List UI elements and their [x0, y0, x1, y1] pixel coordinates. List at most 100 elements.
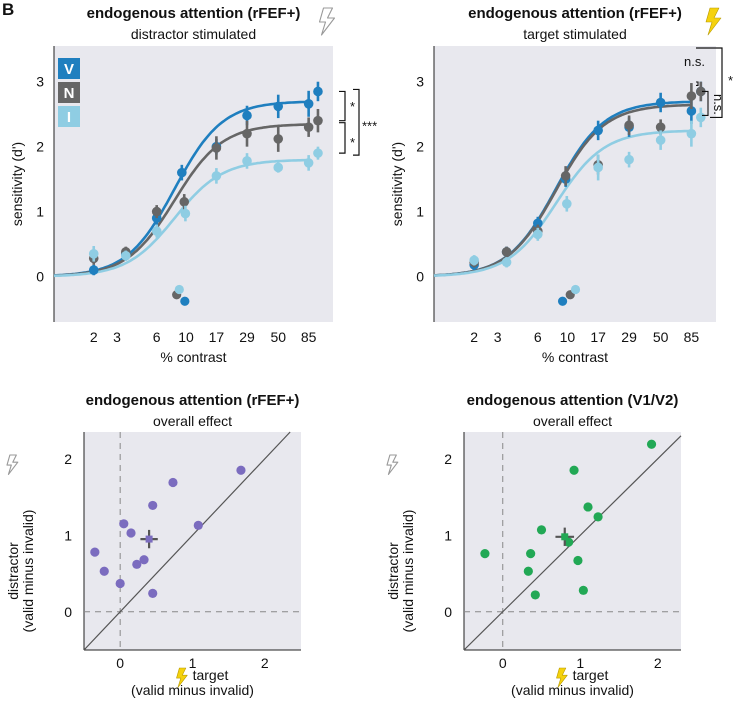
y-tick-label: 1: [36, 204, 44, 220]
scatter-point: [530, 590, 540, 600]
scatter-point: [578, 585, 588, 595]
y-axis-label: sensitivity (d'): [9, 142, 25, 226]
legend-swatch-N: [58, 82, 80, 103]
data-point-N: [655, 122, 666, 132]
data-point-I: [624, 154, 634, 165]
data-point-I: [655, 135, 666, 145]
data-point-N: [242, 128, 252, 139]
data-point-N: [501, 247, 512, 257]
sig-label-v-i: *: [728, 73, 733, 88]
scatter-point: [573, 555, 583, 566]
target-bolt-icon: [176, 667, 188, 688]
chart-title: endogenous attention (rFEF+): [87, 5, 301, 22]
x-axis-label: % contrast: [160, 349, 226, 365]
y-tick-label: 0: [64, 604, 72, 620]
data-point-I: [562, 199, 572, 209]
data-point-N: [211, 143, 222, 153]
x-tick-label: 2: [470, 329, 478, 345]
x-tick-label: 1: [189, 655, 197, 671]
data-point-V: [533, 218, 543, 229]
line-panel-2: endogenous attention (rFEF+) target stimu…: [389, 5, 733, 365]
data-point-V: [273, 101, 284, 112]
x-tick-label: 0: [116, 655, 124, 671]
data-point-N: [560, 171, 571, 181]
legend-swatch-V: [58, 58, 80, 79]
sig-bracket-v-i: [353, 88, 360, 156]
legend-label-N: N: [64, 85, 75, 102]
x-tick-label: 17: [209, 329, 225, 345]
y-tick-label: 0: [444, 604, 452, 620]
y-axis-sublabel: (valid minus invalid): [20, 510, 36, 633]
legend-label-V: V: [64, 61, 74, 78]
y-axis-label: distractor: [385, 542, 401, 600]
scatter-point: [593, 512, 603, 522]
scatter-point: [115, 578, 125, 589]
mean-marker: [561, 533, 569, 541]
plot-background: [84, 432, 301, 650]
x-tick-label: 2: [654, 655, 662, 671]
data-point-V: [177, 167, 187, 178]
data-point-V: [88, 265, 99, 275]
scatter-point: [480, 549, 490, 559]
sig-bracket-n-i: [702, 90, 709, 116]
sig-bracket-v-n: [339, 90, 346, 122]
fit-curve-I: [433, 129, 692, 277]
floor-point-I: [174, 284, 184, 295]
floor-point-V: [180, 296, 190, 306]
data-point-I: [211, 171, 222, 181]
scatter-point: [526, 549, 536, 559]
scatter-point: [569, 465, 579, 475]
x-tick-label: 10: [560, 329, 576, 345]
floor-point-V: [557, 296, 568, 306]
scatter-point: [148, 500, 158, 511]
x-axis-sublabel: (valid minus invalid): [511, 682, 634, 698]
data-point-N: [273, 134, 284, 144]
data-point-I: [180, 208, 191, 219]
sig-label-v-n: *: [350, 99, 355, 114]
data-point-I: [273, 162, 284, 173]
y-tick-label: 2: [64, 451, 72, 467]
sig-label-v-i: ***: [362, 118, 377, 133]
scatter-point: [583, 502, 593, 512]
scatter-point: [536, 525, 547, 535]
stimulation-bolt-icon: [705, 7, 722, 36]
y-axis-label: distractor: [5, 542, 21, 600]
stimulation-bolt-icon: [318, 7, 336, 36]
data-point-N: [696, 86, 706, 97]
x-axis-label: % contrast: [542, 349, 608, 365]
sig-label-n-i: *: [350, 135, 355, 150]
plot-background: [54, 46, 333, 322]
plot-background: [434, 46, 716, 322]
sig-label-v-n: n.s.: [684, 54, 705, 69]
data-point-N: [179, 197, 190, 207]
data-point-I: [469, 255, 479, 266]
sig-label-n-i: n.s.: [711, 94, 726, 115]
y-tick-label: 0: [36, 269, 44, 285]
scatter-point: [139, 555, 149, 565]
y-tick-label: 2: [36, 139, 44, 155]
data-point-V: [655, 97, 666, 108]
scatter-point: [148, 588, 158, 598]
x-tick-label: 50: [270, 329, 286, 345]
y-tick-label: 2: [444, 451, 452, 467]
scatter-point: [132, 559, 142, 569]
scatter-panel-1: endogenous attention (rFEF+) overall effe…: [5, 392, 301, 698]
x-tick-label: 17: [590, 329, 606, 345]
line-panel-1: endogenous attention (rFEF+) distractor s…: [9, 5, 377, 365]
chart-title: endogenous attention (rFEF+): [468, 5, 682, 22]
x-tick-label: 1: [576, 655, 584, 671]
chart-subtitle: distractor stimulated: [131, 26, 256, 42]
y-tick-label: 1: [444, 527, 452, 543]
x-tick-label: 3: [494, 329, 502, 345]
data-point-I: [88, 249, 99, 259]
x-tick-label: 85: [684, 329, 700, 345]
data-point-N: [686, 91, 697, 101]
x-axis-label: target: [193, 667, 229, 683]
data-point-V: [593, 125, 603, 136]
data-point-I: [593, 162, 603, 173]
data-point-I: [151, 226, 162, 236]
data-point-N: [303, 122, 314, 132]
data-point-V: [303, 98, 314, 109]
x-tick-label: 2: [90, 329, 98, 345]
data-point-I: [696, 112, 706, 123]
